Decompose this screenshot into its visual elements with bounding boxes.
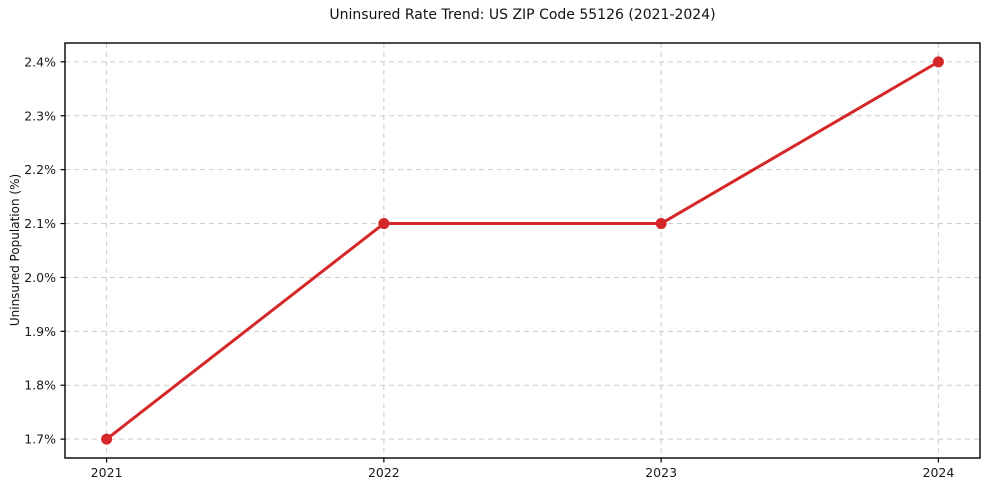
x-tick-label: 2023 (645, 465, 677, 480)
y-tick-label: 1.8% (24, 378, 56, 393)
data-point-marker (655, 218, 667, 230)
chart-title: Uninsured Rate Trend: US ZIP Code 55126 … (329, 7, 716, 23)
plot-border (64, 42, 981, 459)
y-tick-label: 2.2% (24, 162, 56, 177)
x-tick-label: 2024 (923, 465, 955, 480)
trend-line (105, 60, 940, 441)
y-tick-label: 1.7% (24, 432, 56, 447)
x-tick-label: 2022 (368, 465, 400, 480)
y-tick-label: 2.3% (24, 108, 56, 123)
y-tick-label: 2.1% (24, 216, 56, 231)
x-tick-label: 2021 (91, 465, 123, 480)
data-point-marker (932, 56, 944, 68)
y-tick-label: 2.0% (24, 270, 56, 285)
y-tick-label: 1.9% (24, 324, 56, 339)
y-tick-label: 2.4% (24, 54, 56, 69)
data-point-marker (378, 218, 390, 230)
data-point-marker (101, 433, 113, 445)
plot-background (65, 43, 980, 458)
